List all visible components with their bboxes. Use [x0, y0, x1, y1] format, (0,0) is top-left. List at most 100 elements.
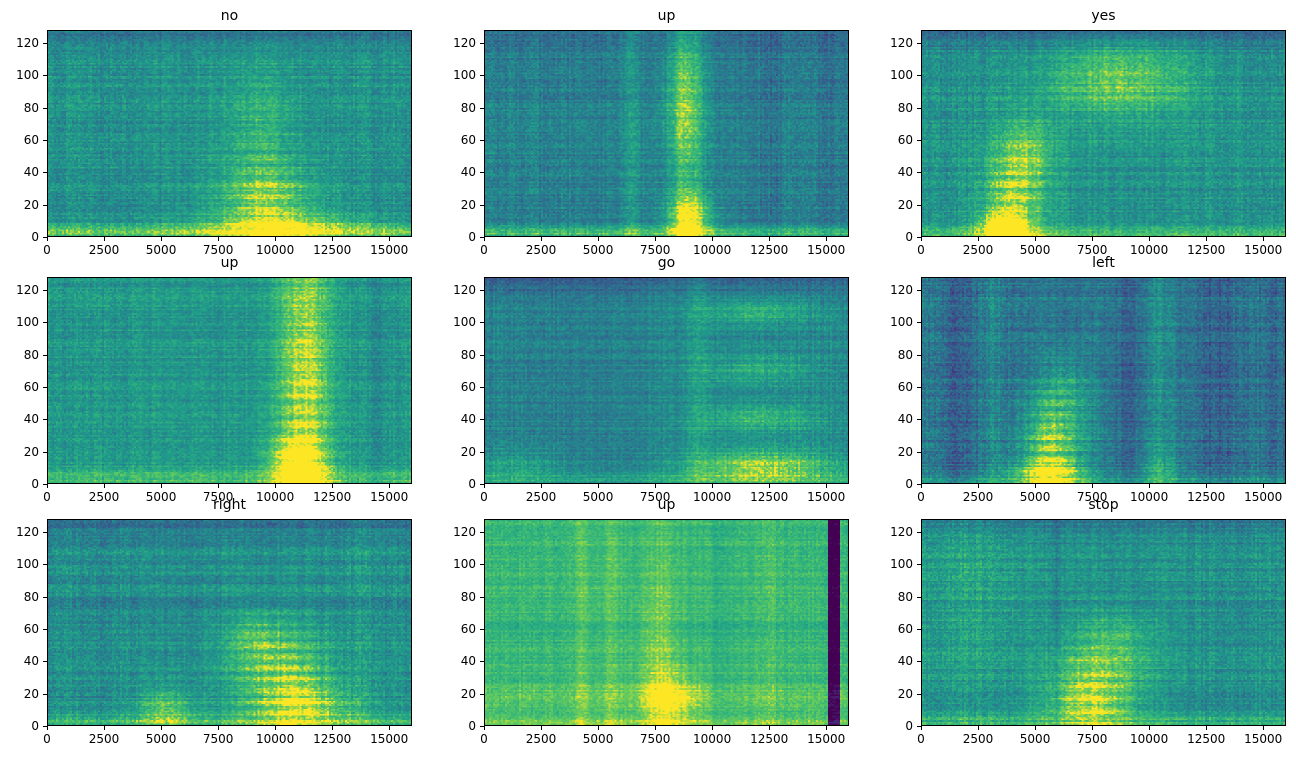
y-tick-label: 60: [460, 621, 476, 636]
y-tick-label: 20: [460, 197, 476, 212]
x-tick-label: 12500: [1187, 490, 1226, 504]
x-tick-label: 7500: [639, 732, 671, 746]
y-tick-mark: [480, 628, 484, 630]
x-tick-label: 10000: [256, 732, 295, 746]
x-tick-mark: [1263, 484, 1265, 488]
spectrogram-heatmap: [922, 520, 1285, 725]
x-tick-label: 12500: [750, 490, 789, 504]
x-tick-mark: [655, 484, 657, 488]
x-tick-label: 15000: [370, 490, 409, 504]
x-tick-mark: [598, 726, 600, 730]
x-tick-mark: [1035, 237, 1037, 241]
x-tick-label: 7500: [202, 490, 234, 504]
y-tick-label: 80: [23, 100, 39, 115]
y-tick-label: 120: [890, 524, 913, 539]
y-tick-mark: [917, 531, 921, 533]
x-tick-label: 10000: [256, 243, 295, 257]
y-tick-mark: [43, 564, 47, 566]
x-tick-mark: [541, 237, 543, 241]
y-tick-mark: [43, 451, 47, 453]
x-tick-label: 0: [43, 243, 51, 257]
x-tick-mark: [275, 237, 277, 241]
y-tick-label: 20: [897, 197, 913, 212]
y-tick-label: 80: [460, 347, 476, 362]
x-tick-label: 0: [480, 732, 488, 746]
x-tick-mark: [769, 484, 771, 488]
x-tick-mark: [332, 726, 334, 730]
x-tick-label: 12500: [750, 732, 789, 746]
y-tick-label: 40: [460, 165, 476, 180]
x-tick-label: 5000: [1019, 490, 1051, 504]
y-tick-mark: [480, 386, 484, 388]
y-tick-mark: [917, 628, 921, 630]
y-tick-mark: [480, 596, 484, 598]
x-tick-mark: [47, 237, 48, 241]
y-tick-label: 80: [460, 589, 476, 604]
axes: [921, 519, 1286, 726]
x-tick-label: 15000: [807, 732, 846, 746]
y-tick-label: 40: [460, 654, 476, 669]
subplot-title: up: [657, 497, 676, 513]
spectrogram-heatmap: [48, 31, 411, 236]
x-tick-mark: [1092, 237, 1094, 241]
y-tick-label: 60: [897, 379, 913, 394]
y-tick-label: 80: [460, 100, 476, 115]
x-tick-mark: [1149, 484, 1151, 488]
y-tick-mark: [43, 419, 47, 421]
x-tick-mark: [655, 237, 657, 241]
x-tick-mark: [712, 237, 714, 241]
y-tick-mark: [480, 564, 484, 566]
x-tick-mark: [161, 237, 163, 241]
y-tick-label: 60: [23, 379, 39, 394]
subplot-title: up: [220, 255, 239, 271]
x-tick-label: 15000: [1244, 490, 1283, 504]
x-tick-label: 15000: [370, 243, 409, 257]
y-tick-mark: [43, 354, 47, 356]
x-tick-label: 7500: [1076, 732, 1108, 746]
y-tick-label: 0: [905, 719, 913, 733]
y-tick-label: 100: [16, 557, 39, 572]
x-tick-label: 7500: [202, 243, 234, 257]
y-tick-label: 20: [460, 444, 476, 459]
x-tick-label: 12500: [313, 732, 352, 746]
x-tick-label: 15000: [1244, 732, 1283, 746]
x-tick-label: 12500: [1187, 732, 1226, 746]
x-tick-label: 10000: [693, 243, 732, 257]
x-tick-label: 2500: [525, 732, 557, 746]
subplot-yes-2: yes 0 20 40 60 80 100 120 0 2500 5000 7500 10000 125…: [890, 8, 1286, 256]
x-tick-mark: [1149, 726, 1151, 730]
x-tick-mark: [921, 484, 922, 488]
x-tick-label: 10000: [256, 490, 295, 504]
y-tick-label: 0: [468, 477, 476, 491]
x-tick-mark: [1092, 726, 1094, 730]
x-tick-mark: [826, 237, 828, 241]
y-tick-mark: [917, 204, 921, 206]
y-tick-label: 100: [16, 315, 39, 330]
y-tick-mark: [480, 237, 484, 238]
x-tick-mark: [275, 484, 277, 488]
x-tick-mark: [1263, 237, 1265, 241]
y-tick-mark: [43, 693, 47, 695]
y-tick-label: 0: [905, 230, 913, 244]
x-tick-mark: [161, 726, 163, 730]
subplot-title: left: [1092, 255, 1115, 271]
y-tick-label: 80: [897, 347, 913, 362]
y-tick-mark: [480, 354, 484, 356]
y-tick-label: 40: [897, 412, 913, 427]
x-tick-label: 10000: [693, 490, 732, 504]
y-tick-label: 120: [453, 524, 476, 539]
y-tick-mark: [917, 596, 921, 598]
subplot-title: yes: [1091, 8, 1116, 24]
spectrogram-heatmap: [922, 278, 1285, 483]
y-tick-mark: [917, 322, 921, 324]
y-tick-label: 120: [890, 282, 913, 297]
x-tick-label: 2500: [962, 732, 994, 746]
y-tick-mark: [43, 75, 47, 77]
x-tick-label: 5000: [582, 732, 614, 746]
x-tick-label: 12500: [750, 243, 789, 257]
y-tick-mark: [43, 289, 47, 291]
y-tick-mark: [43, 172, 47, 174]
y-tick-mark: [480, 661, 484, 663]
x-tick-mark: [484, 726, 485, 730]
x-tick-label: 7500: [202, 732, 234, 746]
